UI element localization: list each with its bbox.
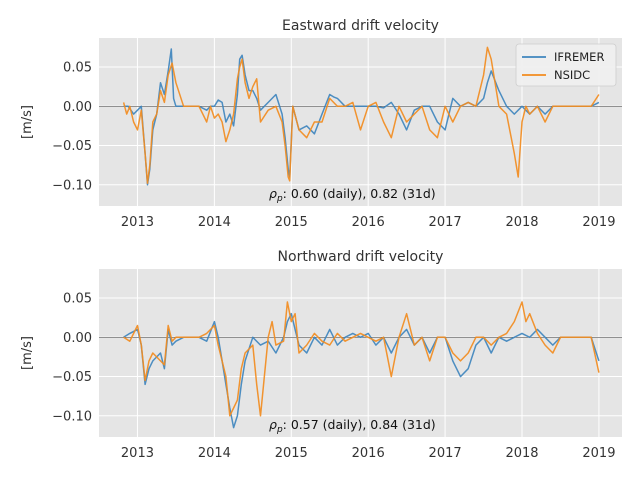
chart-title: Northward drift velocity: [278, 249, 444, 265]
legend-label-ifremer: IFREMER: [554, 50, 604, 64]
x-tick-label: 2017: [429, 215, 462, 230]
x-tick-label: 2019: [582, 215, 615, 230]
chart-title: Eastward drift velocity: [282, 18, 439, 34]
y-tick-label: −0.05: [52, 139, 92, 154]
x-tick-label: 2016: [352, 446, 385, 461]
x-tick-label: 2016: [352, 215, 385, 230]
plot-background: [99, 269, 622, 437]
y-tick-label: 0.00: [63, 100, 92, 115]
y-axis-label: [m/s]: [20, 105, 35, 139]
series-line-nsidc: [123, 301, 600, 417]
x-tick-label: 2019: [582, 446, 615, 461]
rho-symbol: ρ: [269, 186, 277, 201]
y-tick-label: −0.05: [52, 370, 92, 385]
x-tick-label: 2013: [121, 446, 154, 461]
x-tick-label: 2015: [275, 446, 308, 461]
x-tick-label: 2018: [505, 446, 538, 461]
y-tick-label: 0.05: [63, 61, 92, 76]
rho-subscript: p: [276, 425, 283, 435]
y-tick-label: 0.05: [63, 292, 92, 307]
legend-label-nsidc: NSIDC: [554, 68, 590, 82]
x-tick-label: 2014: [198, 446, 231, 461]
x-tick-label: 2013: [121, 215, 154, 230]
series-line-nsidc: [122, 46, 600, 184]
correlation-annotation: ρp: 0.60 (daily), 0.82 (31d): [269, 186, 436, 204]
northward-panel: 2013 2014 2015 2016 2017 2018 2019 −0.10 −0.05 0.…: [20, 249, 622, 461]
eastward-panel: 2013 2014 2015 2016 2017 2018 2019 −0.10 −0.05 0.…: [20, 18, 622, 230]
annotation-text: : 0.60 (daily), 0.82 (31d): [283, 186, 436, 201]
x-tick-label: 2015: [275, 215, 308, 230]
y-axis-label: [m/s]: [20, 336, 35, 370]
annotation-text: : 0.57 (daily), 0.84 (31d): [283, 417, 436, 432]
y-tick-label: −0.10: [52, 178, 92, 193]
y-tick-label: 0.00: [63, 331, 92, 346]
rho-symbol: ρ: [269, 417, 277, 432]
x-tick-label: 2014: [198, 215, 231, 230]
x-tick-label: 2018: [505, 215, 538, 230]
x-tick-label: 2017: [429, 446, 462, 461]
rho-subscript: p: [276, 194, 283, 204]
correlation-annotation: ρp: 0.57 (daily), 0.84 (31d): [269, 417, 436, 435]
y-tick-label: −0.10: [52, 409, 92, 424]
